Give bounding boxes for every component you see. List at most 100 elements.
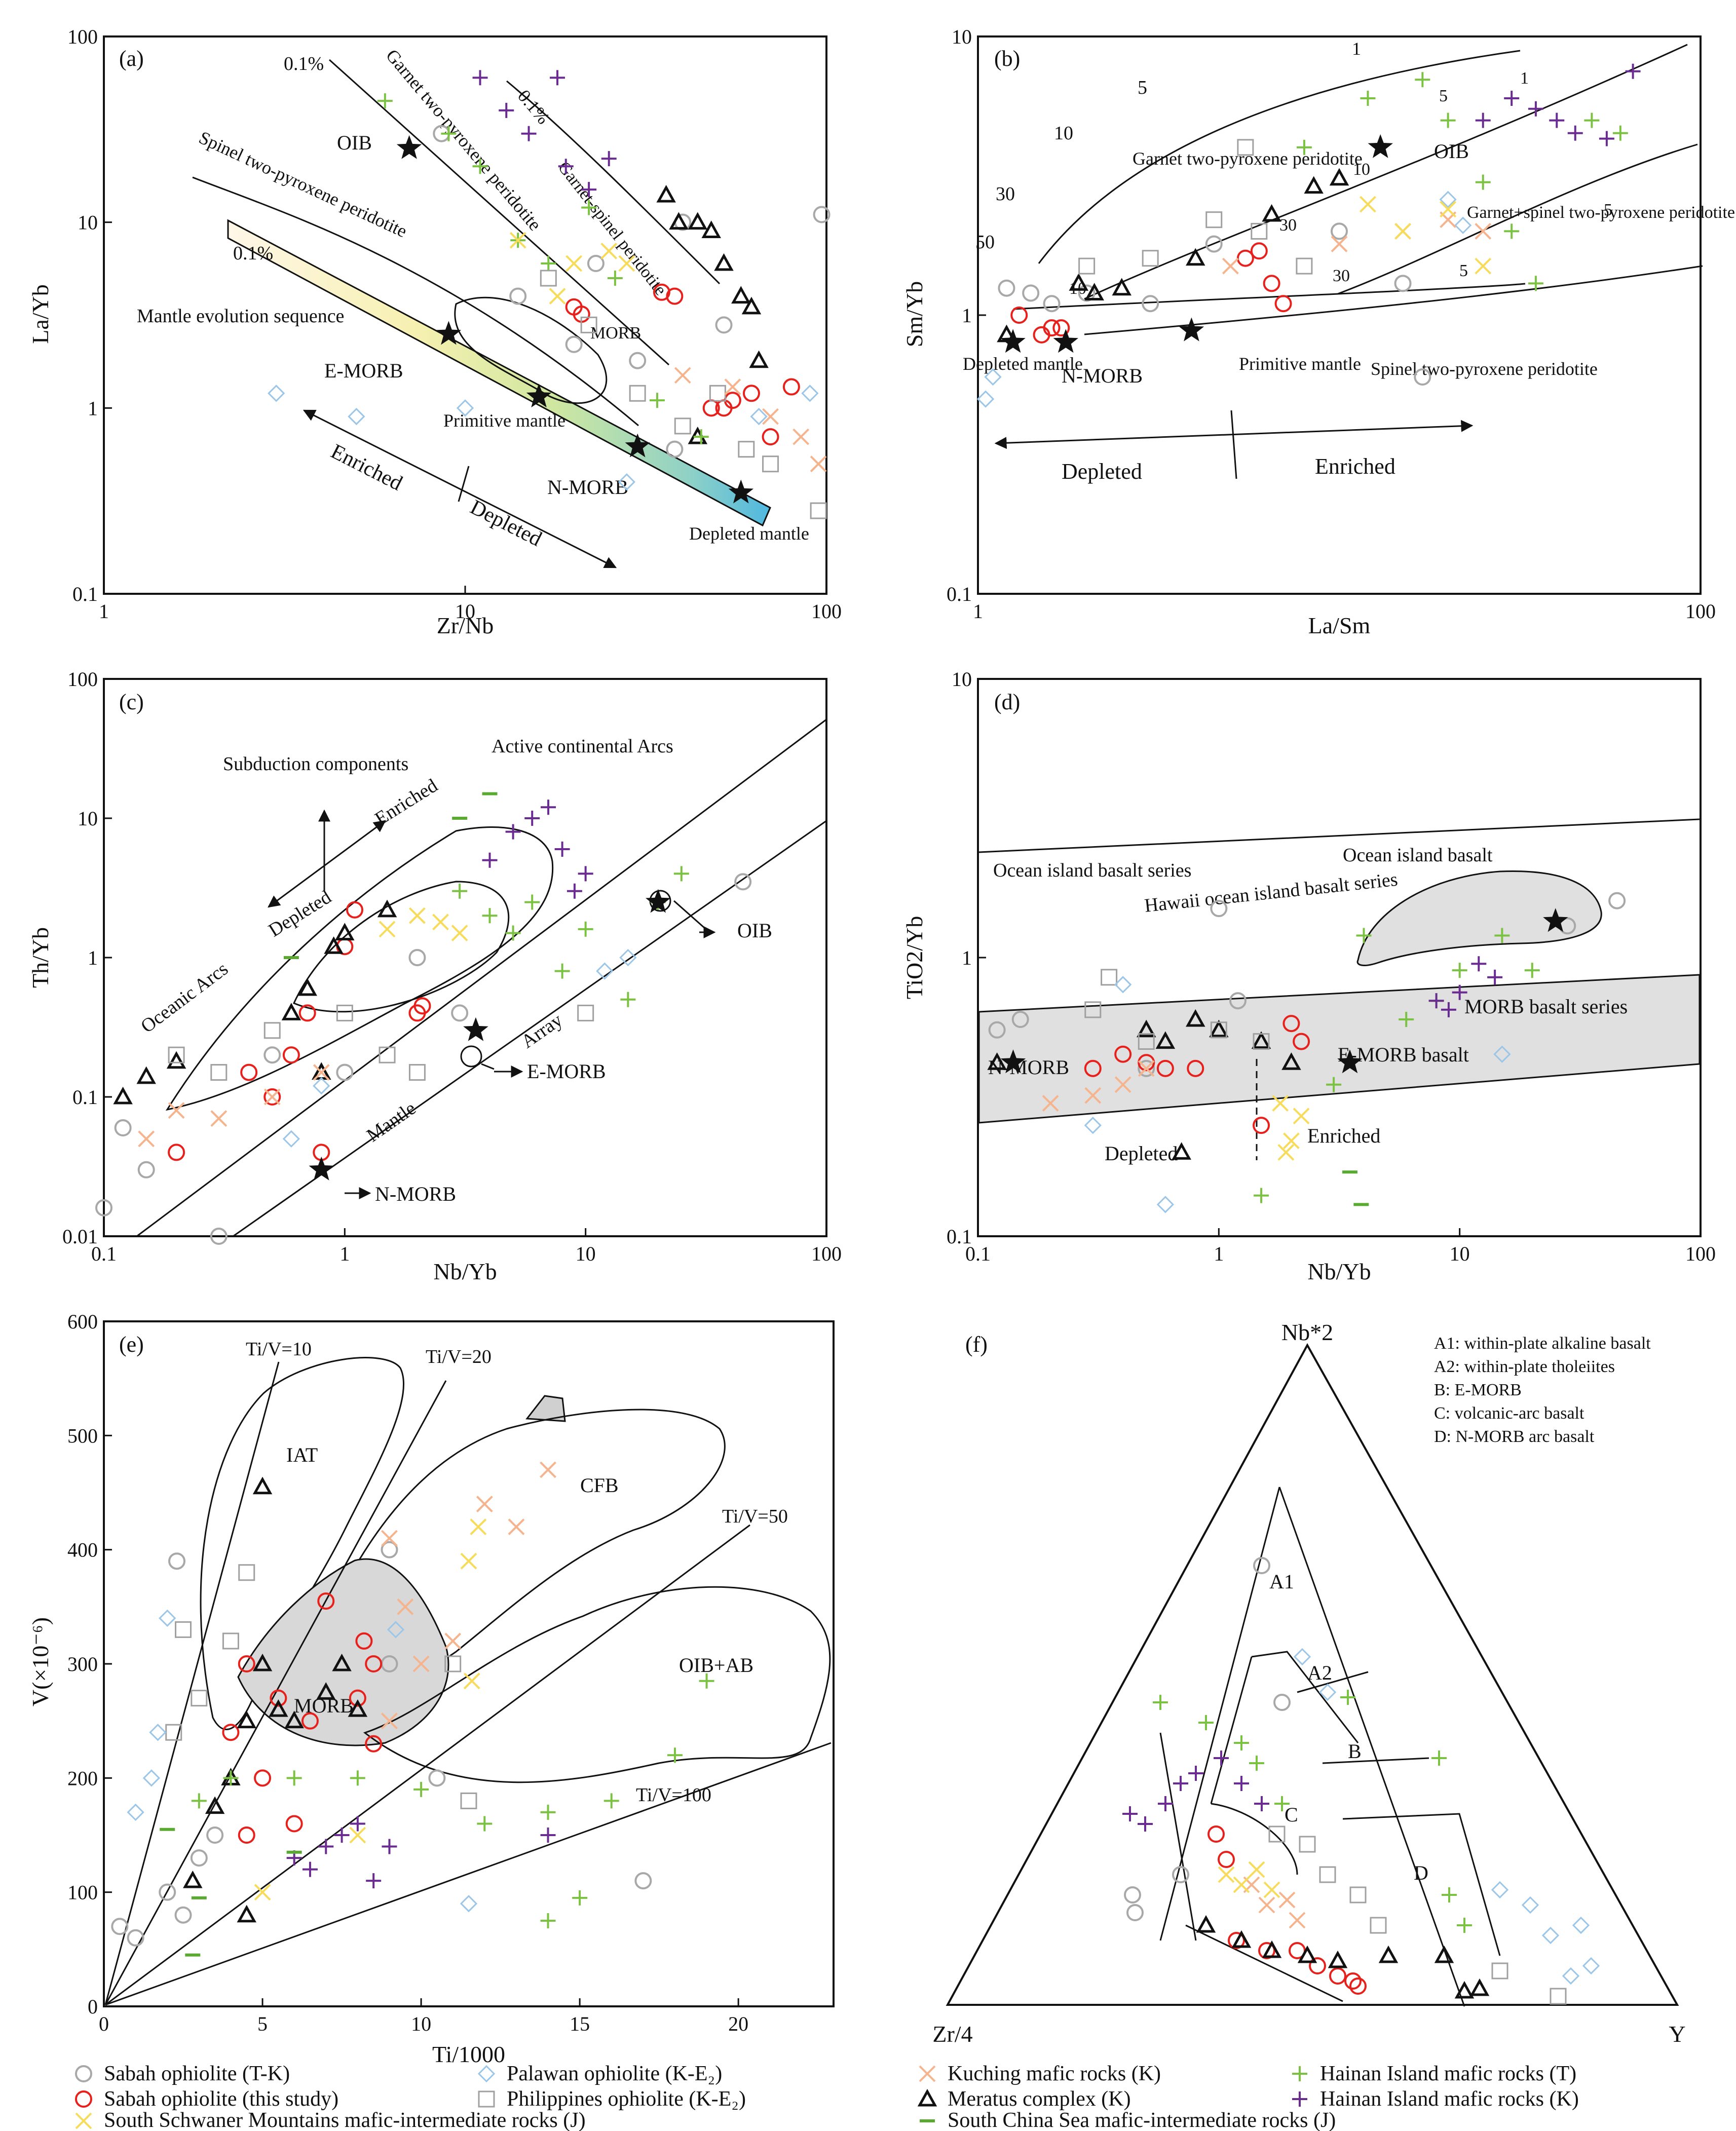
point-a-s6-2 <box>456 399 474 417</box>
a-annot-depleted: Depleted <box>466 496 545 551</box>
c-annot-active-arc: Active continental Arcs <box>492 736 673 757</box>
a-annot-enriched: Enriched <box>327 440 406 496</box>
point-e-s2-2 <box>237 1710 256 1729</box>
point-c-s0-0 <box>114 1119 132 1137</box>
f-legend-a1: A1: within-plate alkaline basalt <box>1434 1334 1651 1353</box>
a-annot-depleted-mantle: Depleted mantle <box>689 523 809 544</box>
point-b-s8-0 <box>1360 196 1376 213</box>
point-a-s3-5 <box>581 200 597 215</box>
ytick-label-e-6: 600 <box>67 1310 98 1333</box>
point-e-s0-1 <box>127 1929 144 1947</box>
ytick-label-d-2: 10 <box>952 668 972 691</box>
point-c-s6-2 <box>596 962 614 980</box>
f-point-3-6 <box>1431 1751 1447 1766</box>
legend-label-kuching: Kuching mafic rocks (K) <box>948 2062 1161 2085</box>
point-b-s4-6 <box>1625 63 1641 79</box>
point-e-s3-9 <box>699 1673 714 1689</box>
point-b-s3-8 <box>1612 125 1628 141</box>
point-e-s3-5 <box>477 1816 493 1832</box>
f-point-5-6 <box>1550 1988 1567 2005</box>
e-shaded-top <box>525 1395 566 1422</box>
f-point-7-1 <box>1258 1896 1275 1914</box>
point-e-s2-4 <box>269 1699 288 1717</box>
point-c-s7-0 <box>138 1130 155 1148</box>
c-depleted-enriched-arrow <box>268 820 386 908</box>
point-b-s0-2 <box>1043 295 1061 313</box>
point-e-s4-2 <box>318 1839 334 1854</box>
xtick-label-a-2: 100 <box>811 600 842 623</box>
point-c-s3-3 <box>524 894 540 910</box>
point-a-s6-5 <box>801 385 819 402</box>
point-c-s2-3 <box>281 1003 301 1020</box>
point-c-s4-0 <box>482 852 498 868</box>
point-a-s4-6 <box>550 70 565 86</box>
e-annot-iat: IAT <box>286 1443 318 1466</box>
point-a-s4-4 <box>581 182 597 198</box>
point-d-s2-4 <box>1209 1019 1229 1038</box>
ytick-label-c-4: 100 <box>67 668 98 691</box>
point-a-s3-2 <box>472 159 488 174</box>
f-apex-zr: Zr/4 <box>932 2021 972 2047</box>
legend-item-hainan-t: Hainan Island mafic rocks (T) <box>1292 2062 1576 2085</box>
ytick-label-e-3: 300 <box>67 1653 98 1676</box>
point-a-s7-2 <box>762 408 779 425</box>
legend-label-hainan-t: Hainan Island mafic rocks (T) <box>1320 2062 1576 2085</box>
legend-symbol-2 <box>919 2065 936 2082</box>
f-point-6-2 <box>1491 1881 1509 1899</box>
point-a-s7-4 <box>810 455 827 473</box>
point-b-s7-4 <box>1475 223 1492 240</box>
b-curve-label-1: 1 <box>1352 39 1361 59</box>
panel-d-ticks: 0.1 1 10 100 0.1 1 10 <box>947 668 1716 1265</box>
d-annot-enriched: Enriched <box>1307 1124 1380 1147</box>
a-annot-morb: MORB <box>590 324 641 343</box>
legend-symbol-1 <box>477 2065 496 2083</box>
point-b-s5-5 <box>1296 257 1313 275</box>
point-e-s3-8 <box>667 1747 683 1763</box>
f-point-1-2 <box>1228 1932 1245 1949</box>
point-e-s7-5 <box>508 1518 525 1536</box>
ref-star-d-1 <box>1337 1049 1363 1074</box>
point-e-s3-11 <box>572 1890 588 1906</box>
f-apex-y: Y <box>1669 2021 1685 2047</box>
point-a-s3-8 <box>693 429 709 445</box>
e-line-tiv20 <box>104 1380 447 2005</box>
point-d-s1-2 <box>1138 1054 1155 1072</box>
legend-symbol-4 <box>75 2090 92 2108</box>
f-point-5-2 <box>1319 1866 1336 1883</box>
point-c-s5-6 <box>577 1004 594 1021</box>
point-b-s3-3 <box>1440 112 1456 128</box>
ytick-label-a-0: 0.1 <box>72 583 98 605</box>
point-d-s0-4 <box>1138 1059 1155 1077</box>
legend-item-hainan-k: Hainan Island mafic rocks (K) <box>1292 2087 1579 2111</box>
ref-star-a-1 <box>436 321 462 345</box>
f-point-4-2 <box>1158 1796 1173 1811</box>
point-e-s2-11 <box>183 1870 203 1888</box>
f-point-6-4 <box>1541 1926 1560 1945</box>
point-b-s2-4 <box>1186 248 1205 266</box>
point-c-s0-8 <box>95 1199 112 1216</box>
panel-f-label: (f) <box>965 1332 988 1357</box>
point-b-s4-2 <box>1528 101 1543 117</box>
xtick-label-b-0: 1 <box>973 600 983 623</box>
legend-label-palawan: Palawan ophiolite (K-E₂) <box>507 2062 722 2085</box>
c-annot-array: Array <box>517 1009 567 1052</box>
point-e-s1-11 <box>238 1826 255 1844</box>
point-c-s2-1 <box>136 1066 156 1084</box>
point-c-s5-3 <box>336 1004 353 1021</box>
d-annot-oib: Ocean island basalt <box>1343 845 1493 866</box>
point-c-s1-0 <box>168 1144 185 1161</box>
e-xlabel: Ti/1000 <box>432 2041 505 2067</box>
f-point-8-0 <box>1218 1866 1235 1883</box>
point-b-s6-3 <box>1454 216 1472 234</box>
point-e-s0-8 <box>381 1541 398 1558</box>
ref-star-c-2 <box>309 1156 334 1181</box>
a-annot-primitive: Primitive mantle <box>443 410 565 431</box>
point-a-s4-5 <box>601 151 617 167</box>
c-annot-oib: OIB <box>737 919 772 942</box>
f-field-label-c: C <box>1285 1803 1298 1826</box>
ref-star-a-4 <box>728 479 754 504</box>
point-a-s0-8 <box>509 287 527 305</box>
point-e-s1-10 <box>365 1735 383 1753</box>
e-annot-tiv10: Ti/V=10 <box>246 1339 312 1360</box>
